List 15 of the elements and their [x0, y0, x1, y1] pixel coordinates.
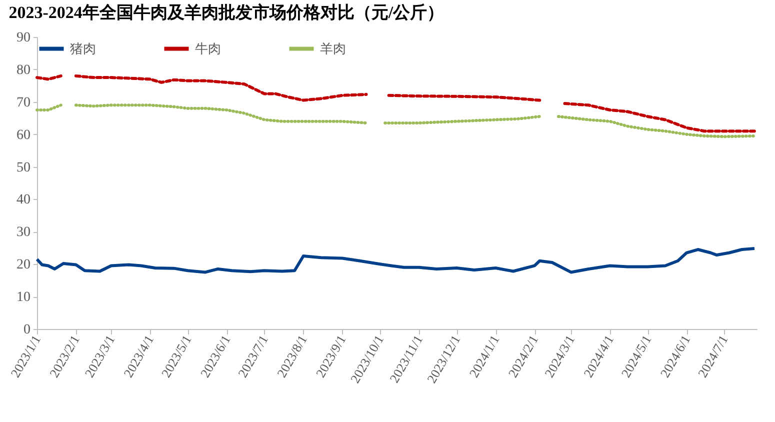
y-tick-label: 60: [16, 128, 30, 143]
y-tick-label: 80: [16, 62, 30, 78]
legend-label: 羊肉: [320, 42, 346, 57]
y-tick-label: 70: [16, 95, 30, 110]
legend-label: 猪肉: [70, 42, 96, 57]
y-tick-label: 0: [24, 322, 30, 338]
line-series: [36, 247, 756, 274]
chart-title: 2023-2024年全国牛肉及羊肉批发市场价格对比（元/公斤）: [8, 3, 444, 22]
y-tick-label: 40: [16, 192, 30, 208]
legend-label: 牛肉: [195, 42, 221, 57]
y-tick-label: 20: [16, 258, 30, 273]
y-tick-label: 10: [16, 290, 30, 306]
y-tick-label: 50: [16, 160, 30, 176]
y-tick-label: 90: [16, 30, 30, 46]
y-tick-label: 30: [16, 225, 30, 240]
